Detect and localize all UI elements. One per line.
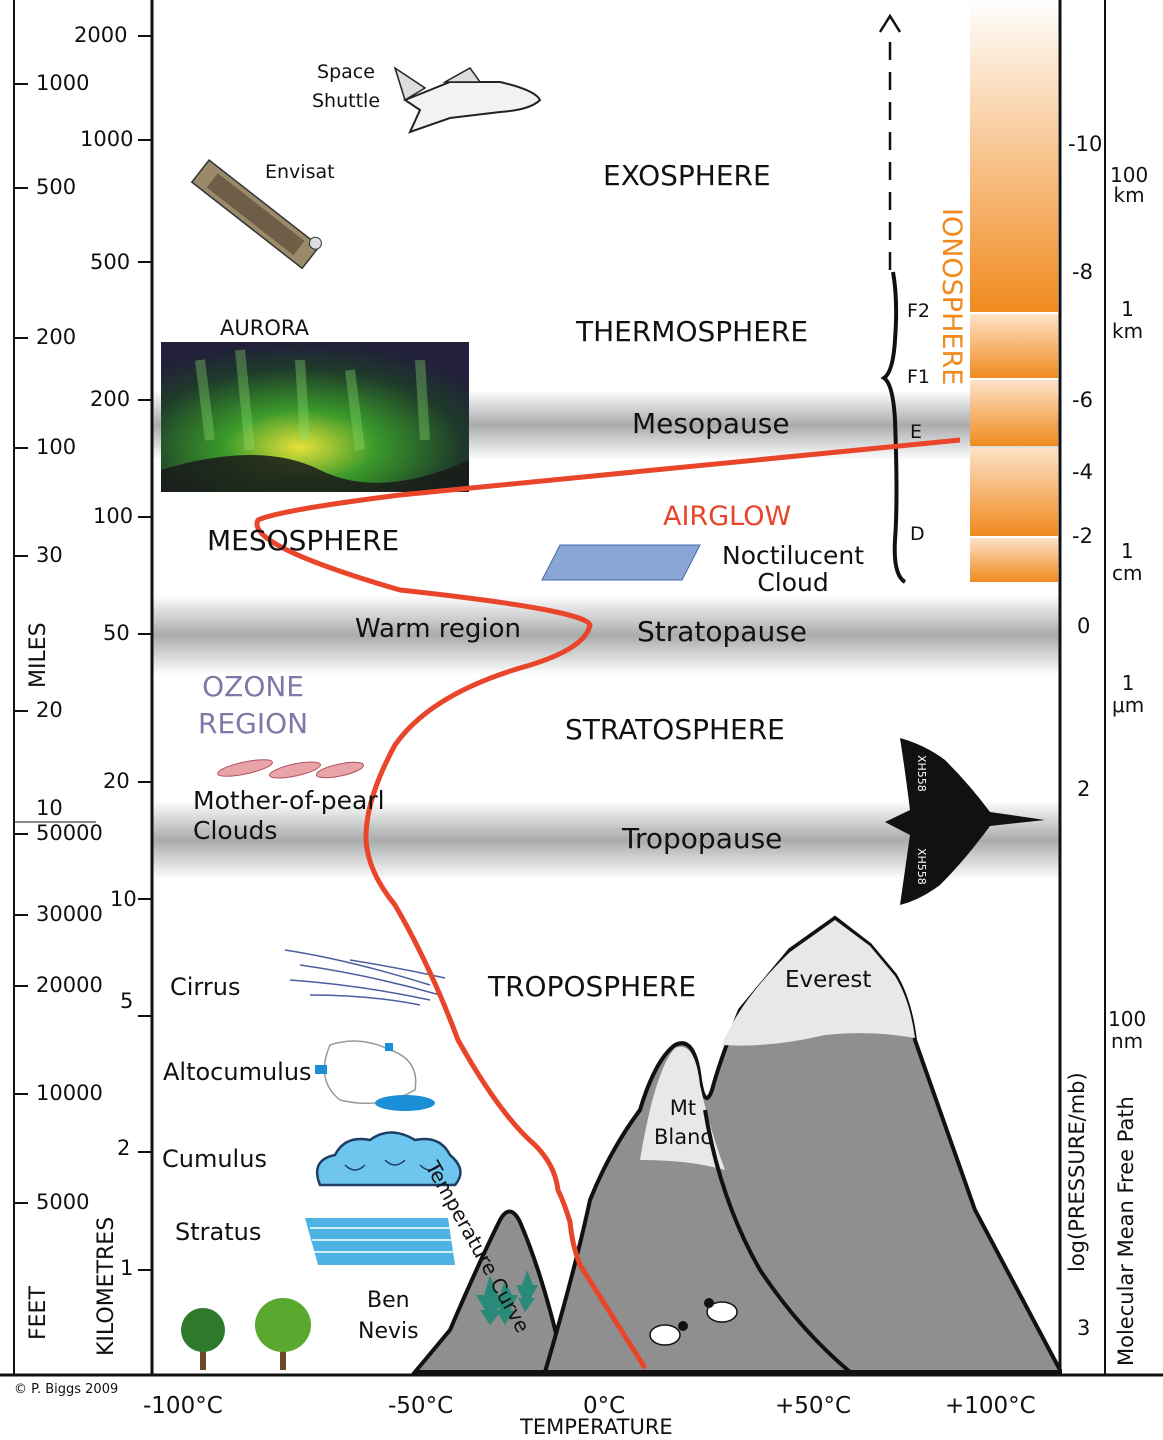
- ionosphere-layer-e: E: [910, 421, 923, 443]
- pressure-tick: -8: [1072, 260, 1093, 284]
- noctilucent-cloud-graphic: [541, 544, 701, 581]
- miles-tick: 20: [36, 698, 63, 722]
- envisat-label: Envisat: [265, 161, 335, 183]
- pressure-axis-title: log(PRESSURE/mb): [1065, 1072, 1089, 1272]
- mesopause-label: Mesopause: [632, 407, 790, 440]
- mfp-tick: 100 km: [1110, 163, 1149, 207]
- miles-tick: 30: [36, 543, 63, 567]
- cirrus-cloud-graphic: [284, 949, 446, 1006]
- feet-tick: 30000: [36, 902, 103, 926]
- space-shuttle-label: Space Shuttle: [312, 61, 381, 112]
- ionosphere-column: [970, 0, 1058, 582]
- km-tick: 5: [120, 989, 134, 1013]
- stratus-label: Stratus: [175, 1218, 262, 1246]
- mesosphere-label: MESOSPHERE: [207, 524, 400, 557]
- warm-region-label: Warm region: [355, 614, 522, 644]
- mfp-tick: 1 km: [1112, 297, 1144, 343]
- miles-tick: 500: [36, 175, 77, 199]
- arrow-head: [878, 13, 902, 33]
- ionosphere-layer-f2: F2: [907, 300, 931, 322]
- km-tick: 50: [103, 621, 130, 645]
- everest-label: Everest: [785, 967, 872, 993]
- miles-tick: 10: [36, 796, 63, 820]
- aurora-label: AURORA: [220, 316, 309, 340]
- altocumulus-cloud-graphic: [315, 1040, 435, 1111]
- ionosphere-label: IONOSPHERE: [936, 208, 967, 386]
- km-tick: 200: [90, 387, 131, 411]
- temperature-axis-title: TEMPERATURE: [520, 1415, 673, 1439]
- km-tick: 100: [93, 504, 134, 528]
- pressure-tick: -6: [1072, 388, 1093, 412]
- mfp-tick: 1 cm: [1112, 539, 1143, 585]
- pressure-tick: -2: [1072, 524, 1093, 548]
- ionosphere-layer-f1: F1: [907, 366, 931, 388]
- km-tick: 1000: [80, 127, 134, 151]
- altocumulus-label: Altocumulus: [163, 1058, 312, 1086]
- space-shuttle-graphic: [393, 66, 542, 134]
- feet-tick: 50000: [36, 821, 103, 845]
- pressure-tick: 3: [1077, 1316, 1091, 1340]
- mt-blanc-label: Mt Blanc: [654, 1096, 712, 1149]
- pressure-tick: 0: [1077, 614, 1091, 638]
- km-axis-title: KILOMETRES: [94, 1216, 119, 1356]
- aurora-photo: [161, 342, 469, 492]
- pressure-tick: -10: [1068, 132, 1103, 156]
- pine-trees-graphic: [476, 1270, 538, 1325]
- temperature-tick: +50°C: [775, 1393, 852, 1419]
- aircraft-registration-bottom: XH558: [915, 848, 928, 885]
- exosphere-label: EXOSPHERE: [603, 159, 771, 192]
- temperature-tick: -100°C: [143, 1393, 223, 1419]
- pressure-tick: 2: [1077, 777, 1091, 801]
- ionosphere-brace: [880, 271, 907, 584]
- sheep-graphic: [649, 1298, 738, 1346]
- km-tick: 500: [90, 250, 131, 274]
- km-tick: 2: [117, 1136, 131, 1160]
- mfp-axis-title: Molecular Mean Free Path: [1114, 1096, 1138, 1366]
- feet-axis-title: FEET: [26, 1286, 51, 1340]
- cirrus-label: Cirrus: [170, 973, 241, 1001]
- mother-of-pearl-label: Mother-of-pearl Clouds: [193, 786, 385, 845]
- vulcan-aircraft-graphic: [885, 738, 1045, 905]
- cumulus-cloud-graphic: [315, 1131, 462, 1187]
- ozone-region-label: OZONE REGION: [198, 670, 309, 740]
- mfp-tick: 100 nm: [1108, 1007, 1147, 1053]
- miles-tick-marks: [14, 83, 28, 1204]
- thermosphere-label: THERMOSPHERE: [576, 315, 809, 348]
- miles-tick: 1000: [36, 71, 90, 95]
- km-tick: 1: [120, 1256, 134, 1280]
- temperature-tick: -50°C: [388, 1393, 454, 1419]
- cumulus-label: Cumulus: [162, 1145, 267, 1173]
- miles-tick: 200: [36, 325, 77, 349]
- temperature-tick: 0°C: [583, 1393, 626, 1419]
- envisat-graphic: [190, 159, 322, 270]
- mother-of-pearl-cloud-graphic: [217, 759, 365, 779]
- stratopause-label: Stratopause: [637, 615, 808, 648]
- km-tick: 20: [103, 769, 130, 793]
- feet-tick: 5000: [36, 1190, 90, 1214]
- km-tick: 10: [110, 887, 137, 911]
- miles-axis-title: MILES: [26, 622, 51, 688]
- trees-graphic: [181, 1298, 311, 1370]
- mfp-tick: 1 μm: [1112, 671, 1145, 717]
- feet-tick: 20000: [36, 973, 103, 997]
- ionosphere-layer-d: D: [910, 523, 925, 545]
- feet-tick: 10000: [36, 1081, 103, 1105]
- noctilucent-cloud-label: Noctilucent Cloud: [722, 541, 865, 597]
- stratus-cloud-graphic: [305, 1218, 455, 1265]
- miles-tick: 100: [36, 435, 77, 459]
- ben-nevis-label: Ben Nevis: [358, 1288, 419, 1344]
- km-tick-marks: [138, 35, 152, 1271]
- stratosphere-label: STRATOSPHERE: [565, 713, 785, 746]
- tropopause-label: Tropopause: [622, 822, 783, 855]
- pressure-tick: -4: [1072, 460, 1093, 484]
- airglow-label: AIRGLOW: [663, 501, 792, 532]
- stratopause-band: [152, 595, 1060, 675]
- km-tick: 2000: [74, 23, 128, 47]
- aircraft-registration-top: XH558: [915, 755, 928, 792]
- troposphere-label: TROPOSPHERE: [488, 970, 697, 1003]
- temperature-curve: [254, 437, 961, 1370]
- copyright-label: © P. Biggs 2009: [14, 1382, 119, 1397]
- temperature-tick: +100°C: [945, 1393, 1036, 1419]
